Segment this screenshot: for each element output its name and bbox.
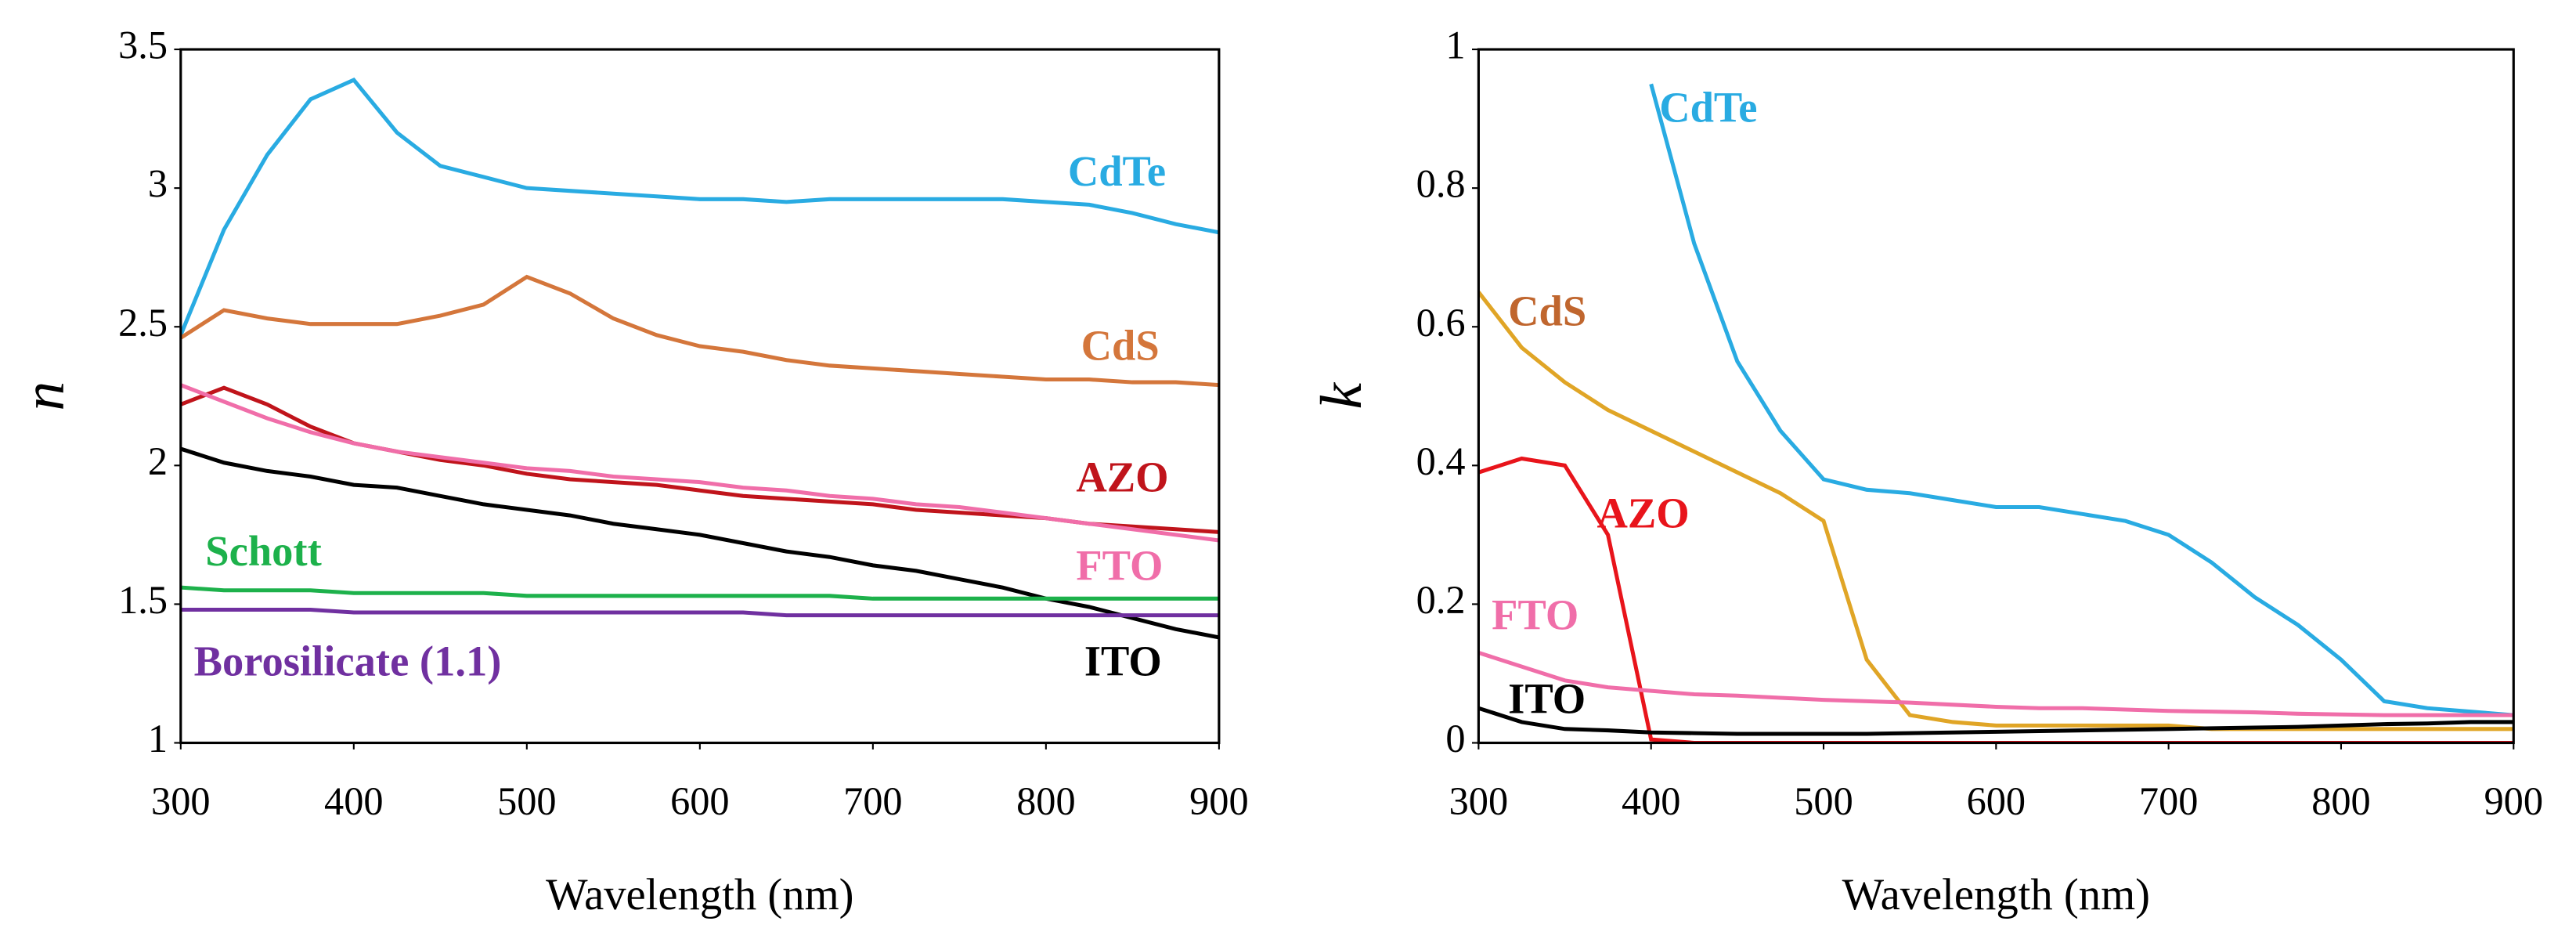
series-line	[1478, 291, 2514, 731]
series-line	[180, 274, 1219, 388]
x-tick-label: 500	[1794, 779, 1853, 823]
x-tick-label: 600	[1967, 779, 2026, 823]
y-tick-label: 1	[1445, 23, 1465, 67]
y-axis-label: k	[1309, 382, 1374, 410]
series-label: AZO	[1596, 489, 1689, 537]
y-tick-label: 3	[148, 162, 168, 206]
plot-frame	[179, 48, 1221, 745]
y-tick-label: 2.5	[118, 301, 168, 345]
series-line	[1478, 706, 2514, 736]
series-label: Borosilicate (1.1)	[194, 637, 502, 685]
series-line	[1649, 83, 2514, 717]
x-tick-label: 700	[2139, 779, 2199, 823]
x-tick-label: 800	[1016, 779, 1076, 823]
x-tick-label: 400	[1622, 779, 1681, 823]
series-line	[1478, 651, 2514, 717]
x-axis-label: Wavelength (nm)	[546, 871, 853, 919]
x-tick-label: 400	[324, 779, 384, 823]
series-label: Schott	[205, 527, 322, 575]
y-tick-label: 0.6	[1416, 301, 1466, 345]
series-label: CdTe	[1068, 147, 1166, 195]
x-tick-label: 700	[843, 779, 903, 823]
series-label: AZO	[1076, 453, 1168, 500]
series-label: CdS	[1508, 287, 1586, 334]
series-line	[1478, 456, 2514, 743]
x-tick-label: 500	[497, 779, 557, 823]
x-tick-label: 900	[1189, 779, 1249, 823]
y-tick-label: 2	[148, 439, 168, 483]
series-line	[180, 385, 1219, 534]
y-tick-label: 0.4	[1416, 439, 1466, 483]
x-tick-label: 600	[670, 779, 730, 823]
series-label: CdS	[1081, 322, 1160, 370]
series-label: FTO	[1492, 591, 1578, 639]
y-tick-label: 1	[148, 717, 168, 760]
series-line	[180, 585, 1219, 601]
y-tick-label: 1.5	[118, 578, 168, 622]
x-tick-label: 300	[1449, 779, 1509, 823]
series-line	[180, 446, 1219, 640]
series-line	[180, 383, 1219, 543]
series-label: ITO	[1084, 637, 1162, 685]
y-tick-label: 3.5	[118, 23, 168, 67]
x-tick-label: 300	[151, 779, 211, 823]
y-tick-label: 0	[1445, 717, 1465, 760]
y-tick-label: 0.2	[1416, 578, 1466, 622]
y-axis-label: n	[11, 381, 76, 411]
series-label: ITO	[1508, 675, 1586, 723]
x-tick-label: 900	[2484, 779, 2544, 823]
series-label: FTO	[1076, 542, 1163, 590]
series-line	[180, 77, 1219, 336]
plot-frame	[1477, 48, 2515, 745]
x-tick-label: 800	[2311, 779, 2371, 823]
series-line	[180, 607, 1219, 618]
series-label: CdTe	[1659, 83, 1757, 131]
y-tick-label: 0.8	[1416, 162, 1466, 206]
x-axis-label: Wavelength (nm)	[1842, 871, 2150, 919]
